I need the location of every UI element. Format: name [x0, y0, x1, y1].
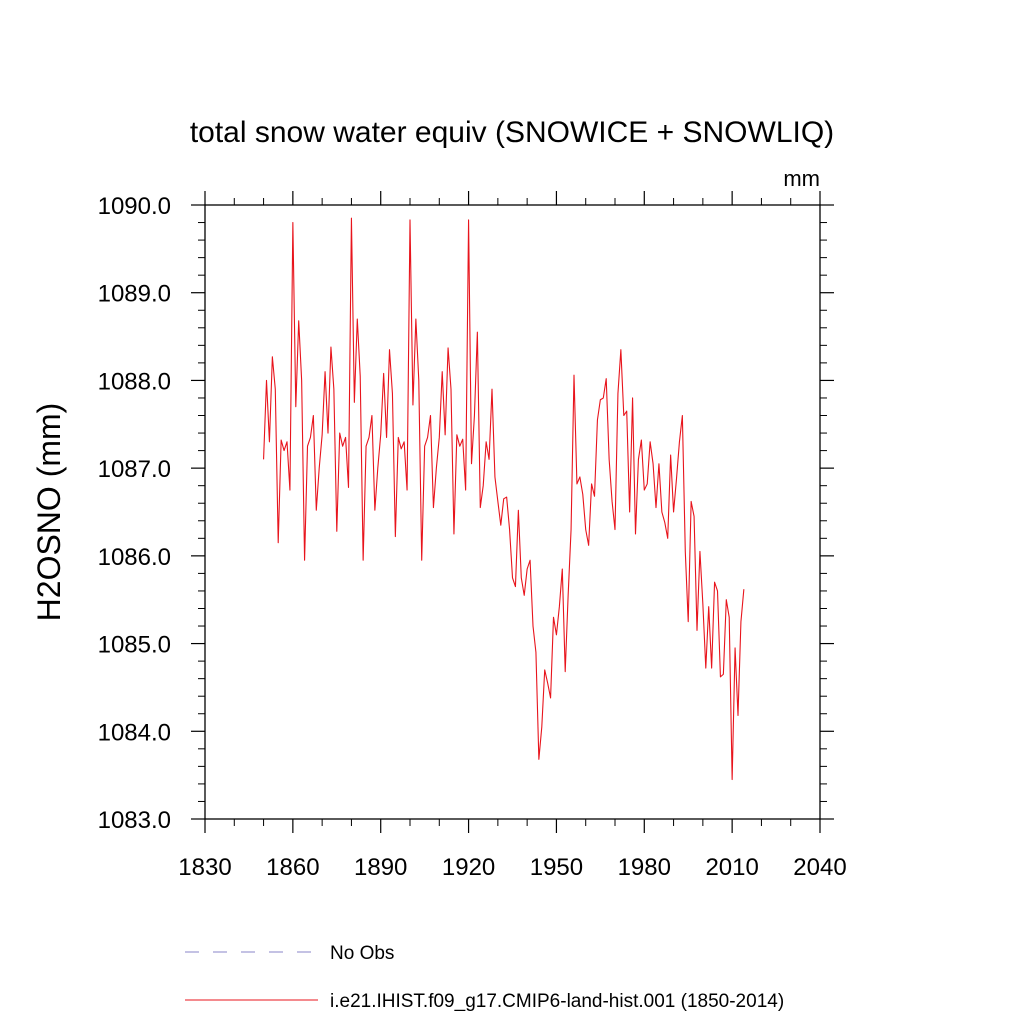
- x-tick-label: 2040: [793, 854, 846, 881]
- y-tick-label: 1085.0: [98, 632, 171, 659]
- y-tick-label: 1089.0: [98, 281, 171, 308]
- legend-label-0: No Obs: [330, 943, 394, 964]
- x-tick-label: 2010: [705, 854, 758, 881]
- plot-frame: [204, 204, 821, 820]
- axis-ticks: [191, 191, 834, 833]
- y-tick-label: 1087.0: [98, 456, 171, 483]
- units-label: mm: [783, 166, 820, 191]
- legend: No Obs i.e21.IHIST.f09_g17.CMIP6-land-his…: [185, 943, 784, 1012]
- x-tick-label: 1830: [178, 854, 231, 881]
- chart-title: total snow water equiv (SNOWICE + SNOWLI…: [190, 116, 834, 149]
- y-tick-label: 1086.0: [98, 544, 171, 571]
- legend-label-1: i.e21.IHIST.f09_g17.CMIP6-land-hist.001 …: [330, 991, 784, 1012]
- axis-tick-labels: 1830 1860 1890 1920 1950 1980 2010 2040 1083.0 10…: [98, 193, 847, 881]
- y-tick-label: 1090.0: [98, 193, 171, 220]
- x-tick-label: 1920: [442, 854, 495, 881]
- y-tick-label: 1088.0: [98, 368, 171, 395]
- x-tick-label: 1860: [266, 854, 319, 881]
- y-tick-label: 1083.0: [98, 807, 171, 834]
- y-axis-label: H2OSNO (mm): [31, 403, 67, 622]
- series-line-0: [263, 217, 745, 781]
- series-group: [263, 217, 745, 781]
- x-tick-label: 1980: [618, 854, 671, 881]
- x-tick-label: 1950: [530, 854, 583, 881]
- y-tick-label: 1084.0: [98, 719, 171, 746]
- x-tick-label: 1890: [354, 854, 407, 881]
